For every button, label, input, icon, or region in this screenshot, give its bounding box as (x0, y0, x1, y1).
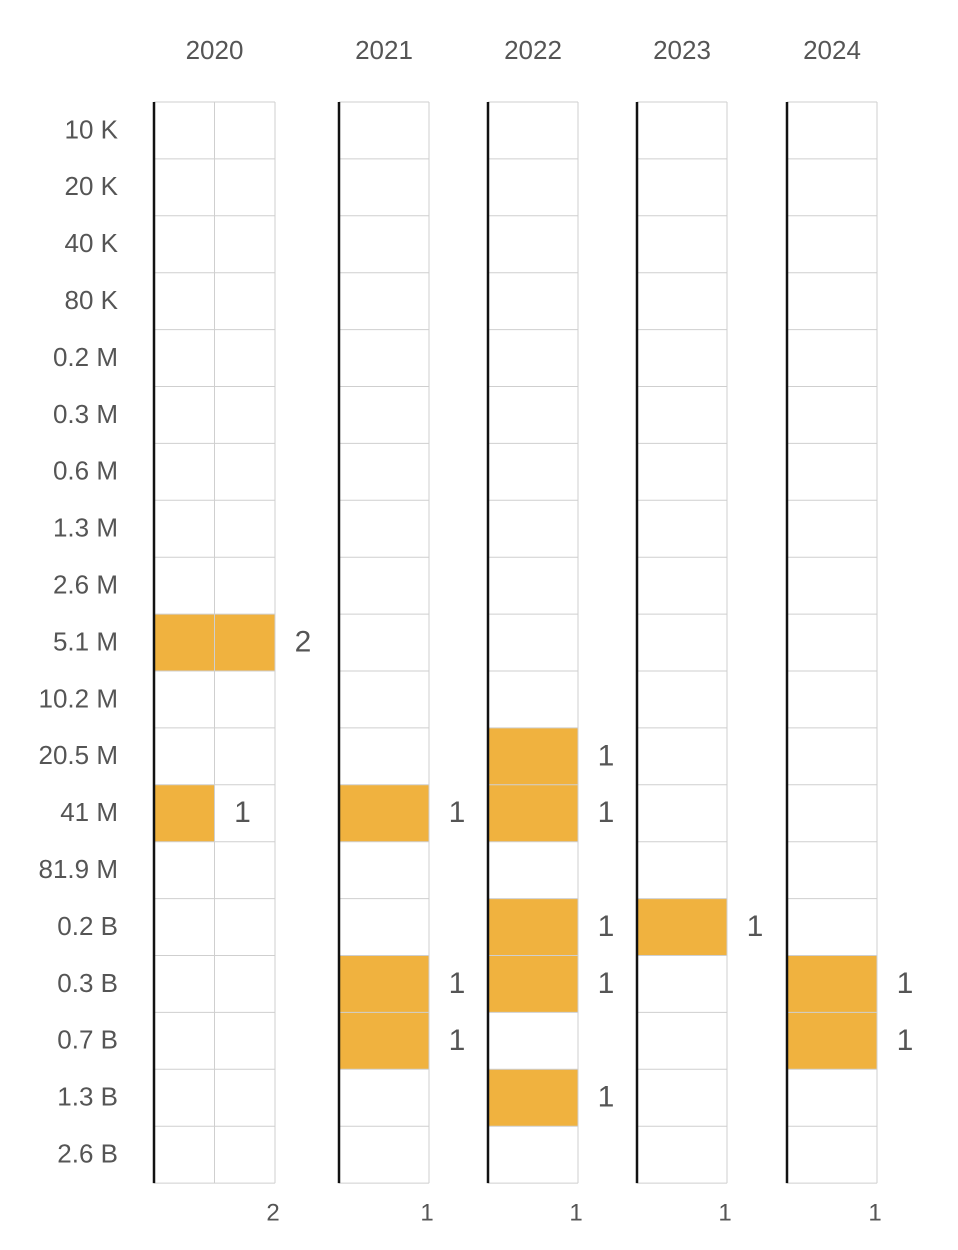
row-label: 40 K (65, 228, 119, 258)
data-label: 1 (598, 739, 615, 772)
panel-title: 2024 (803, 35, 861, 65)
row-label: 0.7 B (57, 1025, 118, 1055)
row-label: 0.2 M (53, 342, 118, 372)
x-tick-label: 1 (868, 1199, 881, 1226)
panel-title: 2020 (186, 35, 244, 65)
row-label: 5.1 M (53, 626, 118, 656)
bar (488, 898, 578, 956)
x-tick-label: 1 (420, 1199, 433, 1226)
bar (488, 727, 578, 785)
data-label: 1 (897, 1024, 914, 1057)
panel-title: 2021 (355, 35, 413, 65)
x-tick-label: 2 (266, 1199, 279, 1226)
panel-title: 2023 (653, 35, 711, 65)
bar (637, 898, 727, 956)
data-label: 1 (598, 796, 615, 829)
data-label: 1 (449, 967, 466, 1000)
data-label: 1 (747, 910, 764, 943)
row-label: 20.5 M (39, 740, 119, 770)
row-label: 1.3 B (57, 1082, 118, 1112)
x-tick-label: 1 (569, 1199, 582, 1226)
row-label: 2.6 B (57, 1139, 118, 1169)
data-label: 1 (598, 910, 615, 943)
x-tick-label: 1 (718, 1199, 731, 1226)
data-label: 1 (449, 1024, 466, 1057)
bar (488, 784, 578, 842)
bar (339, 784, 429, 842)
row-label: 0.2 B (57, 911, 118, 941)
bar (488, 955, 578, 1013)
row-label: 81.9 M (39, 854, 119, 884)
bar (787, 1012, 877, 1070)
row-label: 0.3 B (57, 968, 118, 998)
data-label: 1 (897, 967, 914, 1000)
data-label: 2 (295, 625, 312, 658)
bar (339, 1012, 429, 1070)
bar (339, 955, 429, 1013)
bar (488, 1069, 578, 1127)
data-label: 1 (598, 967, 615, 1000)
row-label: 10.2 M (39, 683, 119, 713)
row-label: 80 K (65, 285, 119, 315)
row-label: 1.3 M (53, 513, 118, 543)
row-label: 10 K (65, 114, 119, 144)
row-label: 0.6 M (53, 456, 118, 486)
row-label: 2.6 M (53, 570, 118, 600)
row-label: 0.3 M (53, 399, 118, 429)
row-label: 41 M (60, 797, 118, 827)
data-label: 1 (449, 796, 466, 829)
row-label: 20 K (65, 171, 119, 201)
data-label: 1 (234, 796, 251, 829)
bar (154, 784, 215, 842)
bar (787, 955, 877, 1013)
data-label: 1 (598, 1081, 615, 1114)
panel-title: 2022 (504, 35, 562, 65)
